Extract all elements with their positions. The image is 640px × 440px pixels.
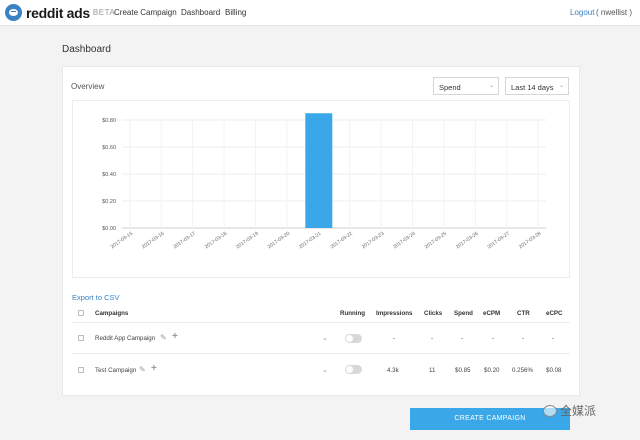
ctr-value: - xyxy=(522,335,525,342)
nav-create-campaign[interactable]: Create Campaign xyxy=(114,8,177,17)
chevron-down-icon: ⌄ xyxy=(558,83,564,89)
col-impressions[interactable]: Impressions xyxy=(376,310,413,317)
clicks-value: - xyxy=(431,335,434,342)
row-checkbox[interactable] xyxy=(78,335,84,341)
running-toggle[interactable] xyxy=(345,365,362,374)
create-campaign-button[interactable]: CREATE CAMPAIGN xyxy=(410,408,570,430)
campaign-name[interactable]: Reddit App Campaign xyxy=(95,335,156,342)
impressions-value: - xyxy=(393,335,396,342)
ecpc-value: $0.08 xyxy=(546,367,562,374)
watermark: 全媒派 xyxy=(543,402,596,419)
ctr-value: 0.256% xyxy=(512,367,533,374)
top-navigation-bar: reddit ads BETA Create Campaign Dashboar… xyxy=(0,0,640,26)
x-tick-label: 2017-03-20 xyxy=(267,231,292,251)
x-tick-label: 2017-03-27 xyxy=(486,231,511,251)
campaign-name[interactable]: Test Campaign xyxy=(95,367,137,374)
row-checkbox[interactable] xyxy=(78,367,84,373)
chevron-down-icon[interactable]: ⌄ xyxy=(322,367,328,374)
metric-select[interactable]: Spend ⌄ xyxy=(433,77,499,95)
y-tick-label: $0.20 xyxy=(102,199,116,205)
x-tick-label: 2017-03-21 xyxy=(298,231,323,251)
x-tick-label: 2017-03-26 xyxy=(455,231,480,251)
plus-icon[interactable]: + xyxy=(172,331,178,342)
reddit-ads-logo[interactable]: reddit ads BETA xyxy=(5,4,115,21)
row-divider xyxy=(72,322,570,323)
col-clicks[interactable]: Clicks xyxy=(424,310,443,317)
reddit-alien-icon xyxy=(5,4,22,21)
x-tick-label: 2017-03-19 xyxy=(235,231,260,251)
x-tick-label: 2017-03-23 xyxy=(361,231,386,251)
y-tick-label: $0.00 xyxy=(102,226,116,232)
chevron-down-icon[interactable]: ⌄ xyxy=(322,335,328,342)
col-ecpc[interactable]: eCPC xyxy=(546,310,563,317)
export-csv-link[interactable]: Export to CSV xyxy=(72,293,120,302)
nav-dashboard[interactable]: Dashboard xyxy=(181,8,221,17)
logout-link[interactable]: Logout xyxy=(570,8,595,17)
select-all-checkbox[interactable] xyxy=(78,310,84,316)
running-toggle[interactable] xyxy=(345,334,362,343)
col-campaigns[interactable]: Campaigns xyxy=(95,310,129,317)
spend-value: - xyxy=(461,335,464,342)
username: ( nwellist ) xyxy=(596,8,633,17)
x-tick-label: 2017-03-18 xyxy=(204,231,229,251)
col-spend[interactable]: Spend xyxy=(454,310,473,317)
x-tick-label: 2017-03-16 xyxy=(141,231,166,251)
metric-select-value: Spend xyxy=(439,83,461,92)
page-title: Dashboard xyxy=(62,44,111,55)
spend-bar xyxy=(305,113,333,228)
y-tick-label: $0.60 xyxy=(102,145,116,151)
x-tick-label: 2017-03-25 xyxy=(424,231,449,251)
wechat-icon xyxy=(543,404,557,417)
col-running[interactable]: Running xyxy=(340,310,366,317)
overview-heading: Overview xyxy=(71,82,105,91)
plus-icon[interactable]: + xyxy=(151,363,157,374)
x-tick-label: 2017-03-28 xyxy=(518,231,543,251)
date-range-select[interactable]: Last 14 days ⌄ xyxy=(505,77,569,95)
pencil-icon[interactable]: ✎ xyxy=(160,333,167,342)
chevron-down-icon: ⌄ xyxy=(488,83,494,89)
y-tick-label: $0.80 xyxy=(102,118,116,124)
col-ecpm[interactable]: eCPM xyxy=(483,310,501,317)
y-tick-label: $0.40 xyxy=(102,172,116,178)
ecpm-value: $0.20 xyxy=(484,367,500,374)
clicks-value: 11 xyxy=(429,367,436,374)
date-range-select-value: Last 14 days xyxy=(511,83,554,92)
col-ctr[interactable]: CTR xyxy=(517,310,530,317)
spend-bar-chart: $0.00 $0.20 $0.40 $0.60 $0.80 2017-03-15 2017-… xyxy=(102,113,546,251)
x-tick-label: 2017-03-22 xyxy=(329,231,354,251)
x-tick-label: 2017-03-17 xyxy=(172,231,197,251)
x-tick-label: 2017-03-24 xyxy=(392,231,417,251)
spend-value: $0.85 xyxy=(455,367,471,374)
row-divider xyxy=(72,353,570,354)
brand-name: reddit ads xyxy=(26,4,90,21)
ecpm-value: - xyxy=(492,335,495,342)
beta-badge: BETA xyxy=(92,8,116,17)
nav-billing[interactable]: Billing xyxy=(225,8,247,17)
impressions-value: 4.3k xyxy=(387,367,399,374)
pencil-icon[interactable]: ✎ xyxy=(139,365,146,374)
x-tick-label: 2017-03-15 xyxy=(110,231,135,251)
ecpc-value: - xyxy=(552,335,555,342)
watermark-text: 全媒派 xyxy=(560,404,597,418)
